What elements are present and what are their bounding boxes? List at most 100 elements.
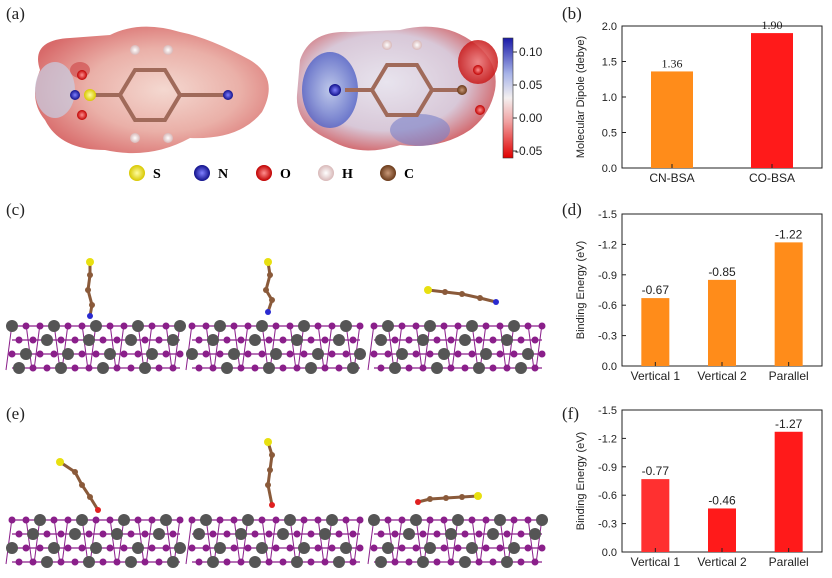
lattice-atom: [475, 336, 483, 344]
lattice-atom: [188, 516, 196, 524]
lattice-atom: [176, 350, 184, 358]
lattice-atom: [141, 558, 149, 566]
panel-label-c: (c): [6, 200, 25, 219]
lattice-bond: [145, 517, 153, 565]
lattice-bond: [367, 323, 375, 371]
lattice-atom: [209, 364, 217, 372]
metal-atom: [382, 542, 394, 554]
lattice-atom: [188, 544, 196, 552]
metal-atom: [424, 542, 436, 554]
x-tick-label: CO-BSA: [749, 171, 795, 185]
metal-atom: [160, 514, 172, 526]
metal-atom: [13, 362, 25, 374]
lattice-atom: [195, 558, 203, 566]
chart-dipole: 0.0 0.5 1.0 1.5 2.0 1.36 CN-BSA 1.90 CO-BSA Molec…: [575, 18, 823, 185]
lattice-bond: [61, 323, 69, 371]
lattice-atom: [482, 544, 490, 552]
metal-atom: [347, 362, 359, 374]
slab: [5, 320, 186, 374]
metal-atom: [132, 542, 144, 554]
lattice-atom: [244, 322, 252, 330]
lattice-atom: [454, 322, 462, 330]
lattice-atom: [265, 558, 273, 566]
x-tick-label: Parallel: [769, 369, 809, 383]
colorbar-tick: 0.10: [519, 45, 543, 59]
lattice-atom: [169, 364, 177, 372]
molecule-atom: [269, 502, 275, 508]
lattice-bond: [297, 517, 305, 565]
lattice-atom: [398, 322, 406, 330]
lattice-atom: [496, 350, 504, 358]
lattice-bond: [269, 517, 277, 565]
lattice-atom: [127, 364, 135, 372]
lattice-atom: [36, 544, 44, 552]
molecule-atom: [269, 452, 275, 458]
x-tick-label: CN-BSA: [649, 171, 694, 185]
bar: [751, 33, 793, 168]
metal-atom: [536, 514, 548, 526]
lattice-atom: [426, 516, 434, 524]
lattice-bond: [25, 323, 33, 371]
data-label: -0.85: [708, 265, 736, 279]
metal-atom: [207, 334, 219, 346]
molecule-atom: [263, 287, 269, 293]
bar: [708, 279, 736, 366]
esp-surface-co-bsa: [296, 26, 498, 151]
lattice-atom: [202, 322, 210, 330]
lattice-atom: [57, 558, 65, 566]
lattice-bond: [415, 323, 423, 371]
molecule-atom: [264, 258, 272, 266]
lattice-atom: [321, 558, 329, 566]
lattice-bond: [81, 323, 89, 371]
lattice-atom: [370, 322, 378, 330]
lattice-atom: [440, 516, 448, 524]
lattice-bond: [507, 517, 515, 565]
lattice-bond: [395, 323, 403, 371]
metal-atom: [340, 542, 352, 554]
lattice-bond: [137, 517, 145, 565]
lattice-bond: [5, 517, 13, 565]
metal-atom: [480, 348, 492, 360]
adsorbate-molecule: [424, 286, 499, 305]
metal-atom: [90, 320, 102, 332]
lattice-bond: [317, 517, 325, 565]
molecule-atom: [265, 309, 271, 315]
metal-atom: [333, 556, 345, 568]
metal-atom: [508, 542, 520, 554]
molecule-atom: [79, 482, 85, 488]
lattice-atom: [447, 558, 455, 566]
lattice-atom: [391, 558, 399, 566]
molecule-atom: [72, 469, 78, 475]
y-tick-label: 1.5: [602, 57, 617, 69]
metal-atom: [291, 556, 303, 568]
lattice-bond: [451, 323, 459, 371]
metal-atom: [214, 320, 226, 332]
metal-atom: [118, 514, 130, 526]
lattice-atom: [195, 364, 203, 372]
lattice-atom: [531, 336, 539, 344]
lattice-atom: [120, 544, 128, 552]
lattice-atom: [155, 558, 163, 566]
lattice-bond: [261, 517, 269, 565]
lattice-bond: [89, 517, 97, 565]
lattice-atom: [524, 544, 532, 552]
metal-atom: [125, 556, 137, 568]
lattice-atom: [64, 544, 72, 552]
lattice-atom: [398, 544, 406, 552]
metal-atom: [34, 514, 46, 526]
chart-binding-cn: 0.0 -0.3 -0.6 -0.9 -1.2 -1.5 -0.67 Vertical 1 -0…: [575, 209, 823, 383]
lattice-atom: [251, 530, 259, 538]
molecule-atom: [427, 496, 433, 502]
metal-atom: [403, 528, 415, 540]
adsorbate-molecule: [85, 258, 95, 319]
lattice-atom: [356, 322, 364, 330]
lattice-atom: [454, 350, 462, 358]
y-tick-label: -0.3: [598, 519, 617, 531]
metal-atom: [41, 556, 53, 568]
lattice-atom: [321, 336, 329, 344]
lattice-bond: [269, 323, 277, 371]
metal-atom: [501, 556, 513, 568]
lattice-atom: [99, 558, 107, 566]
lattice-atom: [286, 544, 294, 552]
panel-label-f: (f): [562, 404, 579, 423]
